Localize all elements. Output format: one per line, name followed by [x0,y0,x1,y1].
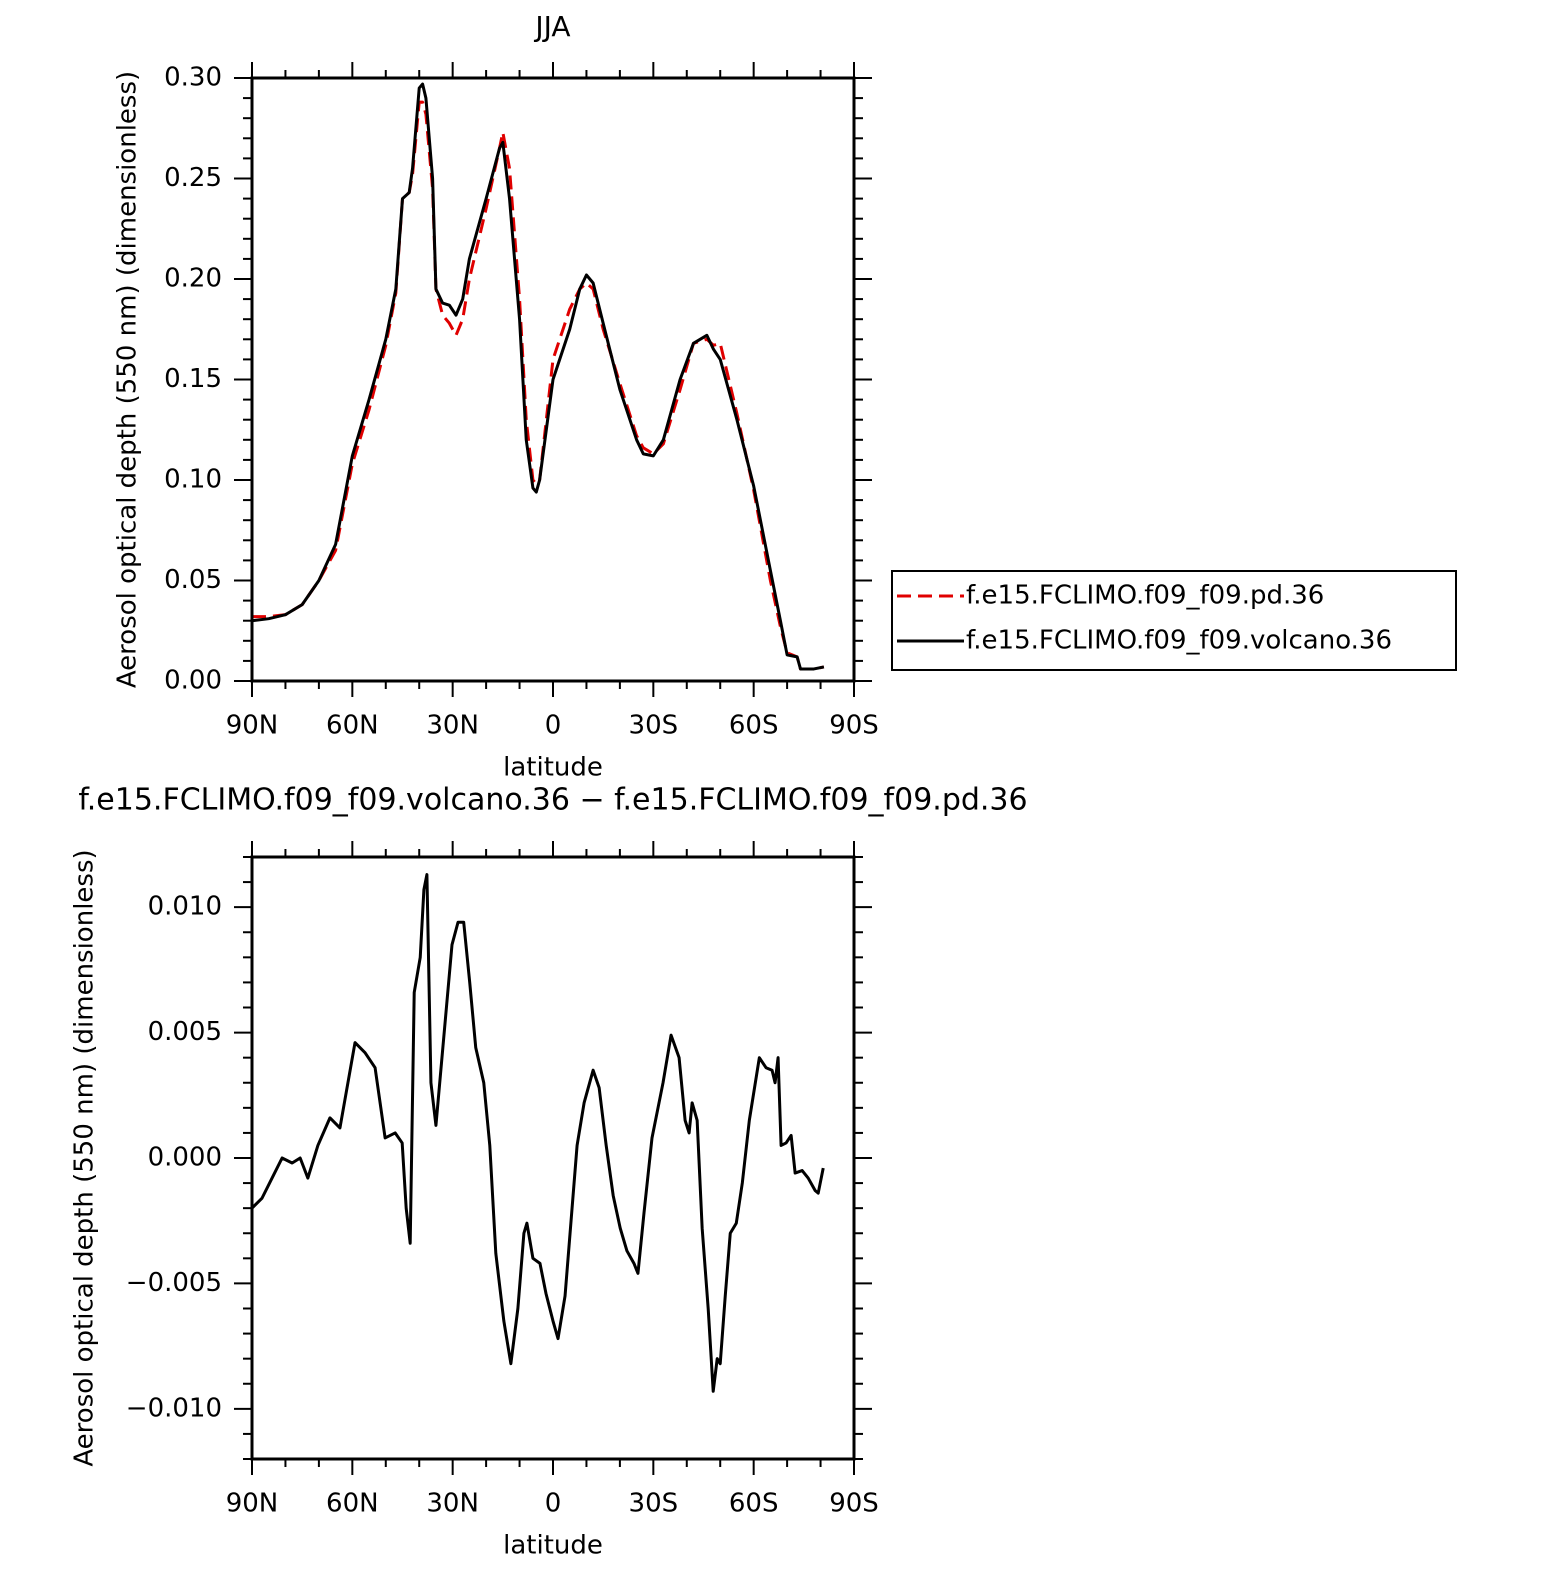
plot-frame [250,76,856,683]
y-tick-label: 0.15 [164,364,222,394]
x-tick-label: 90N [226,711,279,741]
y-tick-label: 0.000 [148,1143,222,1173]
x-tick-label: 0 [545,711,562,741]
x-tick-label: 90S [829,711,879,741]
y-tick-label: 0.30 [164,63,222,93]
y-tick-label: −0.005 [126,1268,222,1298]
x-tick-label: 90S [829,1489,879,1519]
plot-frame [250,855,856,1461]
x-tick-label: 90N [226,1489,279,1519]
legend-box [891,570,1457,671]
x-tick-label: 30S [629,711,679,741]
data-line [250,873,825,1393]
y-tick-label: 0.20 [164,264,222,294]
x-tick-label: 0 [545,1489,562,1519]
x-tick-label: 30N [426,711,479,741]
y-tick-label: 0.25 [164,163,222,193]
x-axis-label: latitude [503,753,603,783]
data-line [252,100,825,671]
x-tick-label: 60S [729,1489,779,1519]
x-tick-label: 30S [629,1489,679,1519]
y-tick-label: 0.10 [164,465,222,495]
y-tick-label: 0.00 [164,666,222,696]
x-tick-label: 60N [326,1489,379,1519]
chart-title: f.e15.FCLIMO.f09_f09.volcano.36 − f.e15.… [78,783,1027,818]
data-line [251,82,825,671]
y-tick-label: 0.05 [164,565,222,595]
legend-label: f.e15.FCLIMO.f09_f09.volcano.36 [966,626,1392,656]
y-axis-label: Aerosol optical depth (550 nm) (dimensio… [70,849,100,1466]
x-tick-label: 60N [326,711,379,741]
y-axis-label: Aerosol optical depth (550 nm) (dimensio… [113,71,143,688]
y-tick-label: −0.010 [126,1393,222,1423]
chart-title: JJA [533,10,570,43]
legend-label: f.e15.FCLIMO.f09_f09.pd.36 [966,581,1324,611]
y-tick-label: 0.010 [148,892,222,922]
x-tick-label: 30N [426,1489,479,1519]
x-tick-label: 60S [729,711,779,741]
y-tick-label: 0.005 [148,1017,222,1047]
x-axis-label: latitude [503,1531,603,1561]
